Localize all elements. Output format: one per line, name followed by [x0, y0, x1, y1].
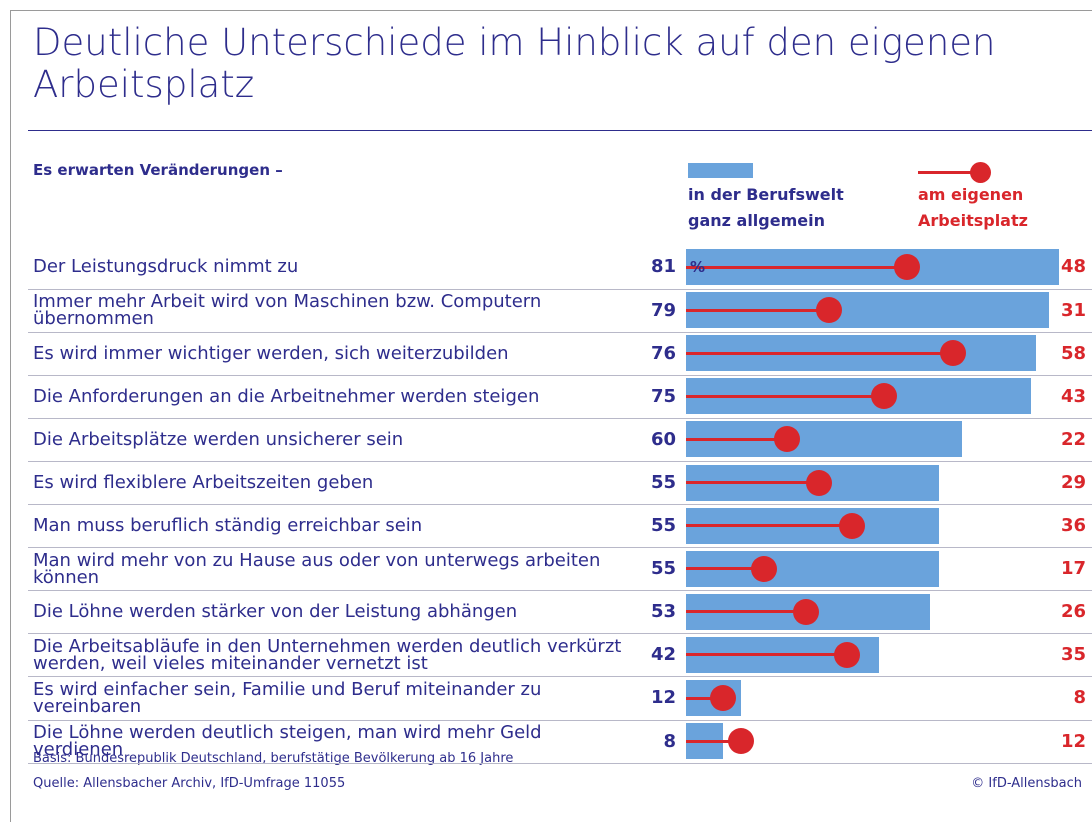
row-label: Die Löhne werden deutlich steigen, man w…	[33, 722, 542, 761]
lollipop-line	[686, 265, 907, 269]
row-separator	[28, 374, 1092, 376]
row-separator	[28, 633, 1092, 635]
value-label: 35	[1060, 644, 1086, 666]
value-label: 55	[650, 558, 676, 580]
value-label: 36	[1060, 515, 1086, 537]
value-label: 81	[650, 256, 676, 278]
lollipop-line	[686, 351, 953, 355]
value-label: 17	[1060, 558, 1086, 580]
lollipop-dot	[728, 728, 755, 755]
value-label: 75	[650, 385, 676, 407]
lollipop-line	[686, 696, 723, 700]
value-label: 55	[650, 515, 676, 537]
lollipop-line	[686, 308, 829, 312]
value-label: 55	[650, 471, 676, 493]
lollipop-dot	[709, 685, 736, 711]
lollipop-dot	[834, 641, 860, 668]
row-separator	[28, 331, 1092, 333]
copyright: © IfD-Allensbach	[971, 776, 1082, 791]
value-label: 53	[650, 601, 676, 623]
lollipop-dot	[893, 254, 920, 280]
row-separator	[28, 504, 1092, 506]
lollipop-line	[686, 653, 847, 657]
chart-title: Deutliche Unterschiede im Hinblick auf d…	[33, 21, 996, 106]
value-label: 31	[1060, 299, 1086, 321]
lollipop-line	[686, 437, 788, 441]
value-label: 12	[1060, 730, 1086, 752]
value-label: 8	[663, 730, 676, 752]
lollipop-dot	[838, 512, 865, 539]
lollipop-line	[686, 567, 765, 571]
value-label: 29	[1060, 471, 1086, 493]
row-label: Es wird einfacher sein, Familie und Beru…	[33, 678, 542, 717]
value-label: 76	[650, 342, 676, 364]
legend-line	[918, 171, 976, 174]
value-label: 79	[650, 299, 676, 321]
subtitle: Es erwarten Veränderungen –	[33, 161, 283, 179]
row-separator	[28, 719, 1092, 721]
value-label: 42	[650, 644, 676, 666]
row-label: Es wird flexiblere Arbeitszeiten geben	[33, 471, 374, 493]
legend-label: in der Berufswelt ganz allgemein	[688, 185, 844, 230]
note: Quelle: Allensbacher Archiv, IfD-Umfrage…	[33, 776, 346, 791]
row-label: Es wird immer wichtiger werden, sich wei…	[33, 342, 509, 364]
row-label: Die Arbeitsabläufe in den Unternehmen we…	[33, 635, 622, 674]
lollipop-dot	[806, 469, 833, 496]
frame	[10, 10, 1092, 822]
lollipop-line	[686, 610, 806, 614]
value-label: 12	[650, 687, 676, 709]
legend-dot	[970, 162, 991, 183]
lollipop-line	[686, 524, 852, 528]
row-separator	[28, 460, 1092, 462]
lollipop-dot	[751, 555, 778, 582]
value-label: 43	[1060, 385, 1086, 407]
lollipop-line	[686, 739, 742, 743]
lollipop-line	[686, 394, 884, 398]
row-label: Die Anforderungen an die Arbeitnehmer we…	[33, 385, 540, 407]
row-separator	[28, 590, 1092, 592]
row-separator	[28, 417, 1092, 419]
row-separator	[28, 762, 1092, 764]
value-label: 22	[1060, 428, 1086, 450]
row-label: Der Leistungsdruck nimmt zu	[33, 256, 299, 278]
title-rule	[28, 130, 1092, 131]
row-label: Man wird mehr von zu Hause aus oder von …	[33, 549, 601, 588]
value-label: 8	[1073, 687, 1086, 709]
value-label: 48	[1060, 256, 1086, 278]
lollipop-dot	[939, 340, 966, 367]
unit-label: %	[690, 257, 706, 276]
row-separator	[28, 288, 1092, 290]
row-label: Die Löhne werden stärker von der Leistun…	[33, 601, 518, 623]
row-separator	[28, 676, 1092, 678]
row-label: Die Arbeitsplätze werden unsicherer sein	[33, 428, 404, 450]
lollipop-dot	[870, 383, 897, 410]
lollipop-dot	[774, 426, 801, 453]
value-label: 60	[650, 428, 676, 450]
value-label: 58	[1060, 342, 1086, 364]
lollipop-line	[686, 481, 820, 484]
value-label: 26	[1060, 601, 1086, 623]
lollipop-dot	[792, 598, 819, 625]
legend-swatch	[688, 163, 753, 178]
row-label: Immer mehr Arbeit wird von Maschinen bzw…	[33, 291, 542, 330]
row-label: Man muss beruflich ständig erreichbar se…	[33, 515, 423, 537]
note: Basis: Bundesrepublik Deutschland, beruf…	[33, 751, 514, 766]
legend-label: am eigenen Arbeitsplatz	[918, 185, 1028, 230]
lollipop-dot	[815, 297, 842, 324]
row-separator	[28, 547, 1092, 549]
